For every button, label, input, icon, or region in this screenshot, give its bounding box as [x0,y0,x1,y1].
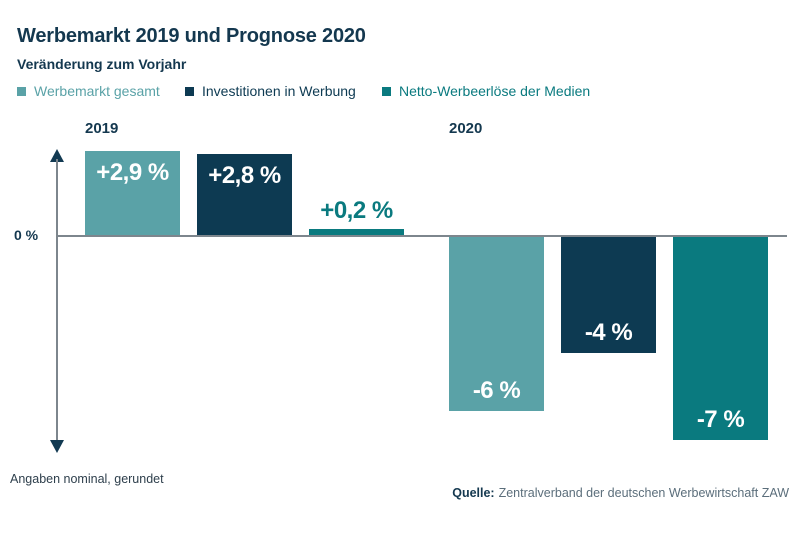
legend-item-werbemarkt-gesamt: Werbemarkt gesamt [17,83,160,99]
source-line: Quelle: Zentralverband der deutschen Werb… [452,486,789,500]
bar-2019-werbemarkt-gesamt: +2,9 % [85,151,180,235]
group-label-2020: 2020 [449,120,483,137]
bar-value-label: -4 % [584,318,633,346]
bar-value-label: -6 % [472,376,521,404]
legend: Werbemarkt gesamt Investitionen in Werbu… [0,83,800,101]
legend-label: Netto-Werbeerlöse der Medien [399,83,591,99]
bar-2020-investitionen-in-werbung: -4 % [561,237,656,353]
source-text: Zentralverband der deutschen Werbewirtsc… [498,486,789,500]
bar-2020-netto-werbeerl-se-der-medien: -7 % [673,237,768,440]
legend-label: Investitionen in Werbung [202,83,356,99]
bar-value-label: +2,9 % [96,159,169,186]
bar-2020-werbemarkt-gesamt: -6 % [449,237,544,411]
legend-label: Werbemarkt gesamt [34,83,160,99]
source-prefix: Quelle: [452,486,495,500]
legend-marker-icon [17,86,26,96]
y-axis-line [56,159,58,443]
bar-2019-netto-werbeerl-se-der-medien [309,229,404,235]
y-axis-arrow-up-icon [50,149,64,162]
legend-item-investitionen-in-werbung: Investitionen in Werbung [185,83,356,99]
chart-subtitle: Veränderung zum Vorjahr [17,56,187,72]
y-axis-zero-label: 0 % [14,227,39,243]
legend-marker-icon [382,86,391,96]
footnote: Angaben nominal, gerundet [10,472,164,486]
bar-value-label: +2,8 % [208,162,281,189]
page-title: Werbemarkt 2019 und Prognose 2020 [17,25,366,47]
legend-marker-icon [185,86,194,96]
legend-item-netto-werbeerloese-der-medien: Netto-Werbeerlöse der Medien [382,83,590,99]
y-axis-arrow-down-icon [50,440,64,453]
bar-value-label: -7 % [696,405,745,433]
zero-baseline [57,235,787,237]
group-label-2019: 2019 [85,120,119,137]
bar-value-label: +0,2 % [320,197,393,224]
bar-2019-investitionen-in-werbung: +2,8 % [197,154,292,235]
